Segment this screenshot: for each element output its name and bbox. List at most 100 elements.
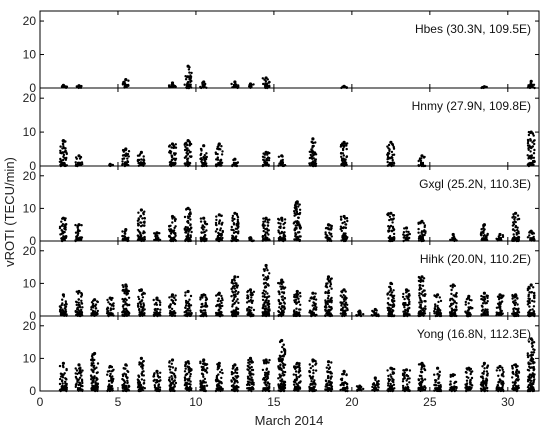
data-dot [497, 374, 500, 377]
data-dot [312, 308, 315, 311]
data-base [404, 237, 409, 241]
data-point [324, 223, 333, 243]
data-dot [281, 286, 285, 289]
data-dot [205, 371, 209, 374]
data-dot [528, 144, 531, 147]
data-dot [496, 366, 499, 369]
data-dot [190, 226, 193, 229]
data-point [74, 289, 84, 318]
data-dot [450, 302, 453, 306]
data-dot [408, 369, 412, 372]
data-dot [311, 375, 315, 378]
data-base [279, 312, 284, 316]
data-dot [407, 230, 410, 234]
data-peak [139, 356, 143, 360]
data-point [214, 361, 224, 393]
station-label: Gxgl (25.2N, 110.3E) [419, 177, 531, 191]
data-dot [219, 370, 222, 374]
data-dot [65, 384, 68, 387]
data-dot [262, 306, 265, 310]
data-peak [217, 213, 221, 217]
data-dot [190, 387, 193, 390]
data-peak [295, 289, 299, 294]
data-dot [391, 226, 395, 229]
data-base [248, 237, 253, 241]
data-dot [308, 363, 311, 366]
data-point [433, 293, 443, 318]
data-dot [216, 156, 219, 159]
data-dot [419, 298, 422, 301]
data-dot [341, 301, 344, 304]
data-point [480, 291, 489, 317]
data-point [511, 293, 521, 318]
data-dot [173, 379, 176, 382]
data-dot [218, 384, 221, 387]
data-dot [247, 368, 250, 372]
data-dot [152, 375, 156, 378]
data-peak [342, 369, 346, 373]
data-dot [486, 364, 490, 367]
data-dot [138, 307, 141, 311]
data-dot [324, 300, 328, 303]
data-peak [93, 298, 97, 302]
data-dot [281, 305, 284, 308]
data-dot [80, 299, 83, 302]
data-dot [326, 302, 329, 306]
data-peak [248, 236, 253, 240]
data-dot [174, 234, 177, 237]
data-dot [170, 362, 173, 365]
data-dot [515, 307, 518, 311]
data-dot [511, 228, 515, 231]
data-dot [75, 369, 79, 372]
data-dot [215, 215, 218, 218]
data-dot [392, 297, 395, 300]
data-peak [389, 281, 393, 285]
data-dot [142, 155, 145, 158]
data-peak [514, 211, 518, 215]
data-dot [527, 311, 530, 314]
data-dot [93, 375, 96, 378]
data-base [92, 387, 97, 391]
data-dot [455, 302, 458, 305]
data-dot [77, 383, 81, 387]
data-dot [64, 224, 67, 227]
data-peak [170, 358, 175, 362]
data-dot [420, 307, 423, 310]
data-dot [174, 232, 177, 235]
data-dot [482, 231, 485, 235]
data-dot [314, 141, 317, 144]
data-dot [283, 234, 287, 238]
data-dot [187, 379, 190, 382]
data-dot [94, 384, 98, 387]
data-dot [169, 152, 172, 155]
data-base [529, 312, 534, 316]
data-dot [251, 381, 254, 384]
data-dot [390, 230, 394, 233]
data-dot [252, 290, 256, 293]
data-dot [341, 147, 345, 150]
data-base [342, 161, 347, 166]
data-dot [200, 152, 203, 155]
data-dot [236, 311, 239, 315]
data-dot [528, 300, 531, 303]
station-label: Hihk (20.0N, 110.2E) [420, 252, 531, 266]
data-dot [174, 381, 178, 385]
data-dot [205, 223, 208, 226]
data-base [513, 237, 518, 241]
data-dot [298, 364, 301, 367]
data-base [420, 387, 424, 391]
data-dot [278, 292, 281, 296]
data-dot [139, 221, 142, 224]
data-dot [201, 372, 204, 376]
data-dot [263, 269, 266, 273]
data-dot [121, 374, 125, 378]
data-dot [434, 303, 437, 306]
data-dot [231, 278, 234, 282]
data-dot [282, 363, 286, 366]
data-dot [158, 299, 161, 302]
data-peak [373, 376, 377, 380]
data-dot [249, 381, 252, 384]
data-dot [527, 139, 530, 143]
data-dot [433, 310, 436, 313]
data-dot [407, 293, 410, 296]
